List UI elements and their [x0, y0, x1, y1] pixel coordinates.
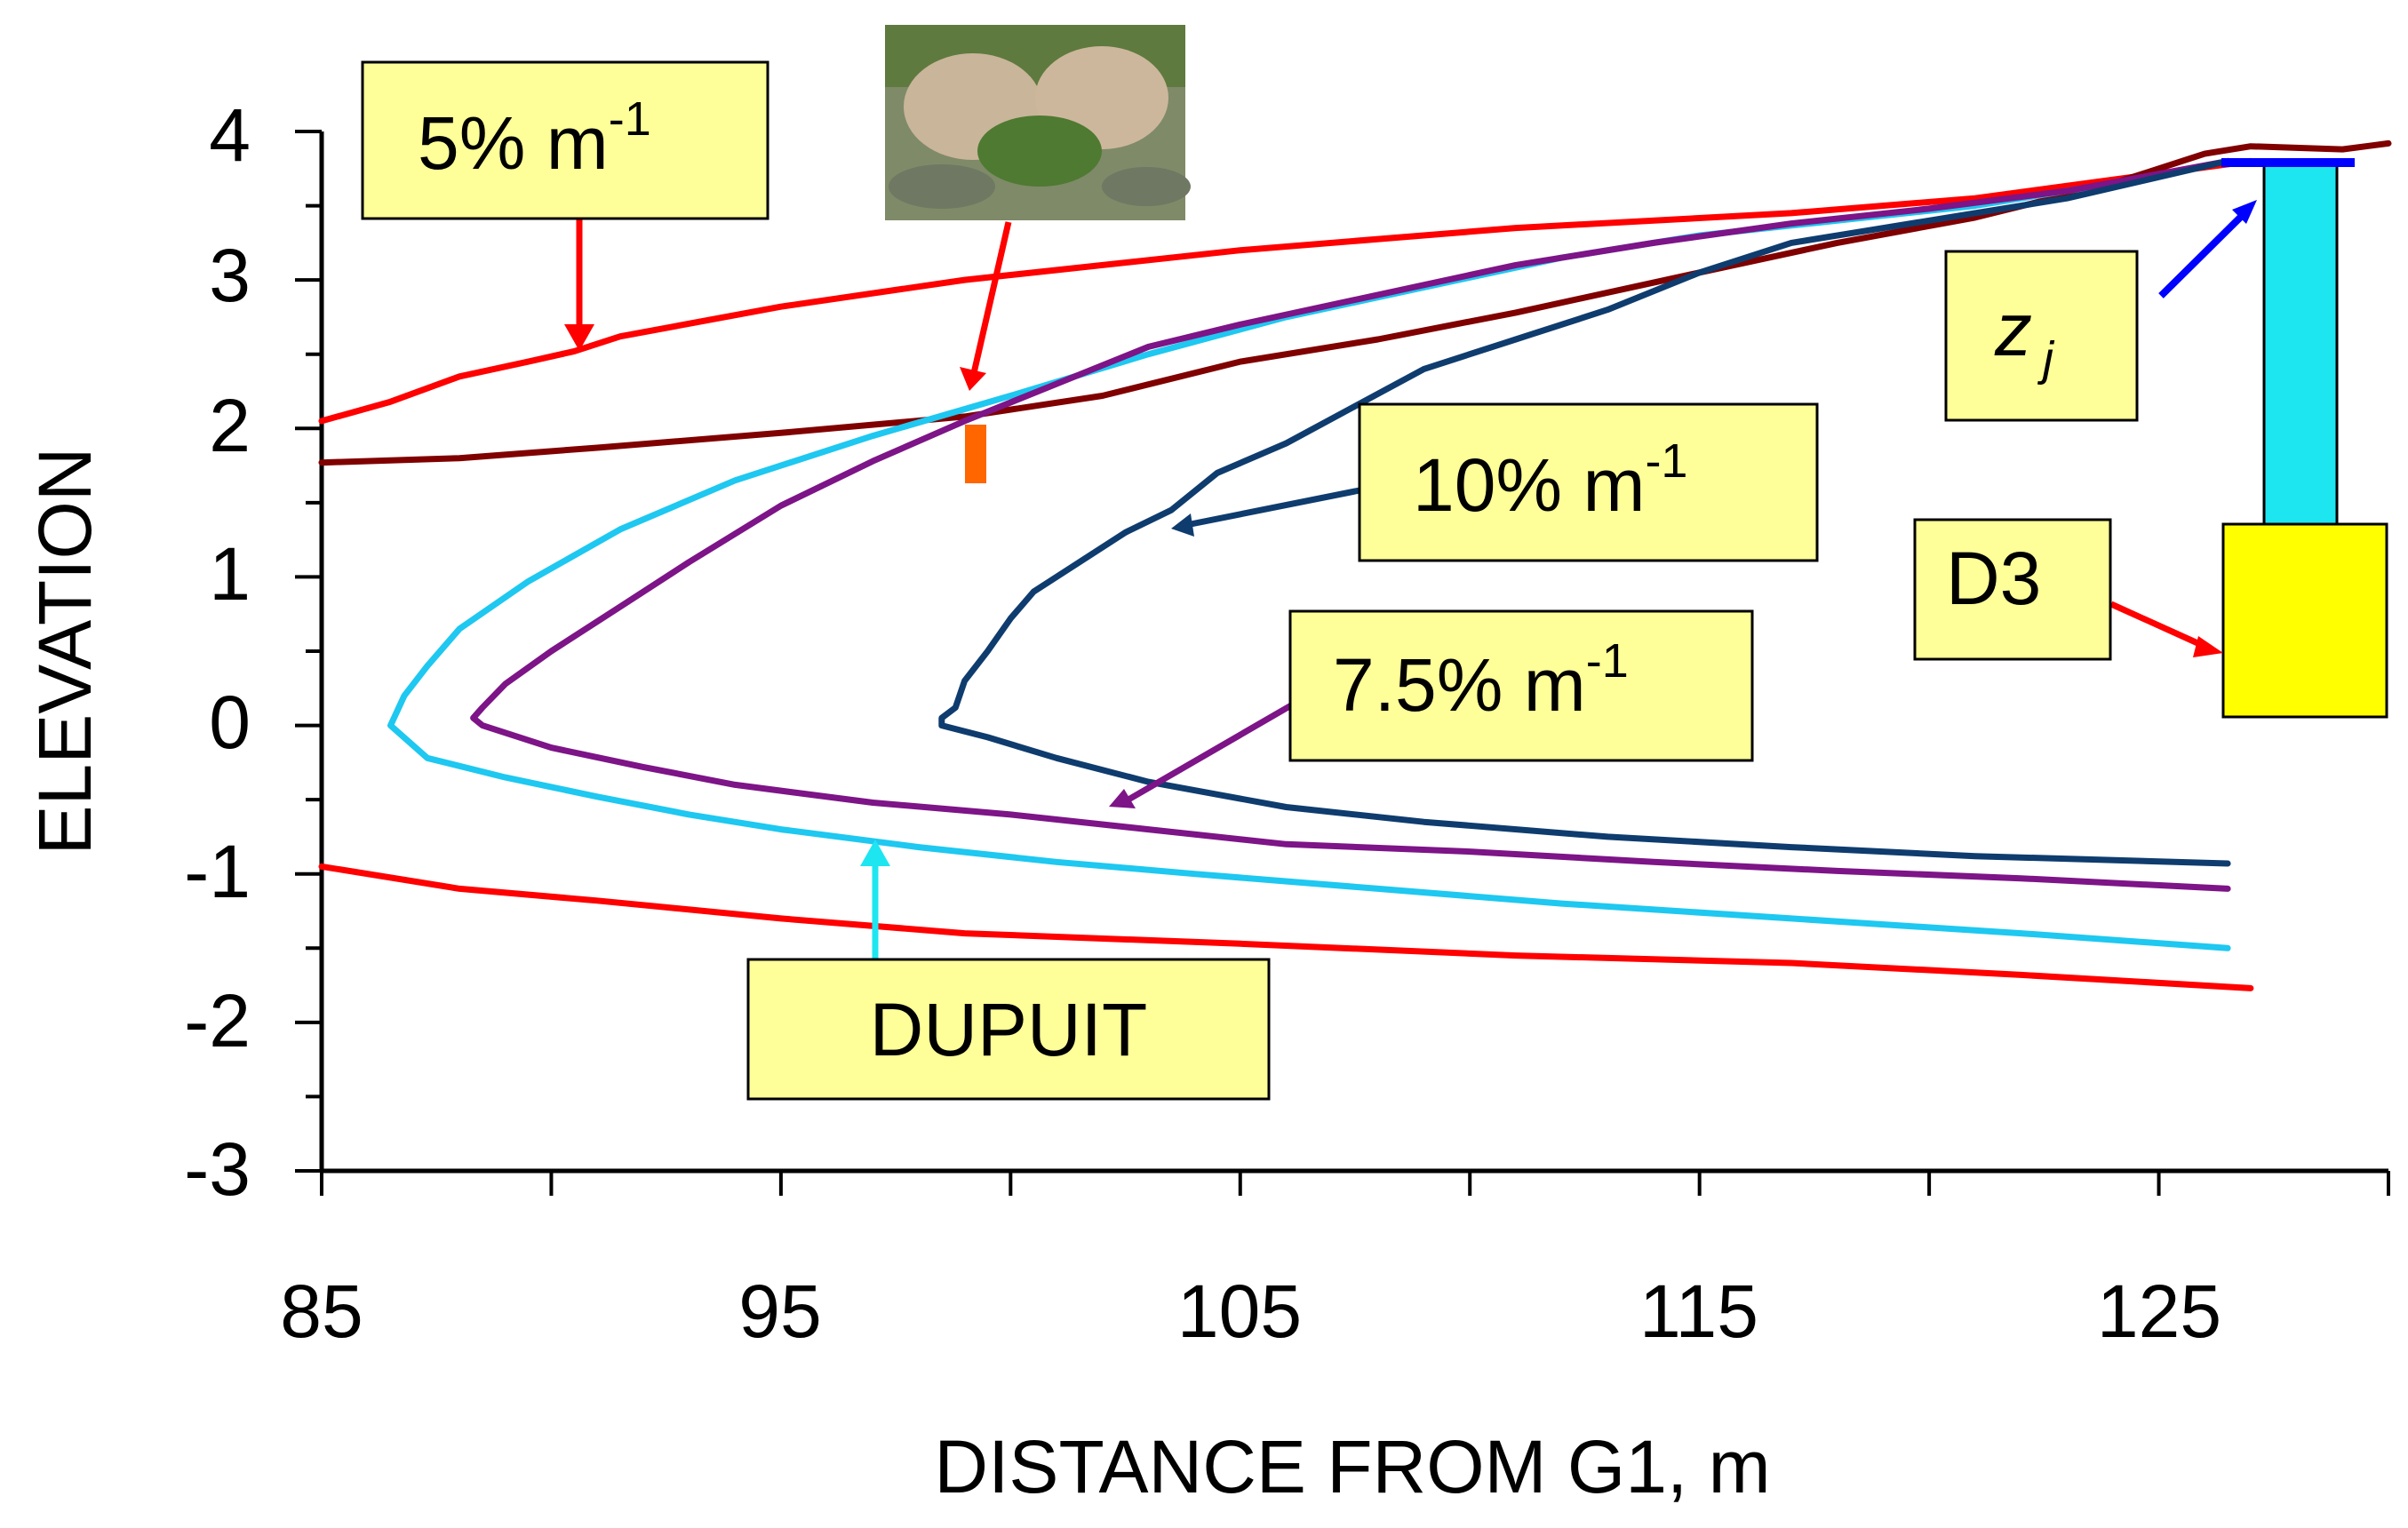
arrow-75pct: [1127, 698, 1299, 803]
series-line-navy-5: [938, 157, 2231, 867]
callout-75pct: 7.5% m-1: [1288, 609, 1754, 762]
arrow-zj-head: [2232, 200, 2257, 224]
svg-text:5% m-1: 5% m-1: [418, 92, 651, 185]
callout-75pct-label: 7.5% m: [1333, 643, 1586, 727]
callout-10pct-sup: -1: [1645, 434, 1687, 488]
y-tick-label: 1: [209, 532, 251, 616]
x-tick-label: 105: [1177, 1269, 1302, 1353]
y-tick-label: -1: [184, 830, 251, 913]
series-line-dark_red-2: [318, 139, 2392, 466]
x-tick-labels: 85 95 105 115 125: [280, 1269, 2221, 1353]
x-axis-title: DISTANCE FROM G1, m: [934, 1425, 1770, 1508]
y-tick-label: -3: [184, 1127, 251, 1211]
svg-text:7.5% m-1: 7.5% m-1: [1333, 634, 1629, 727]
y-tick-label: 4: [209, 93, 251, 177]
callout-d3-label: D3: [1946, 537, 2041, 620]
y-axis-title: ELEVATION: [23, 447, 107, 855]
callout-10pct: 10% m-1: [1358, 402, 1819, 562]
arrow-d3: [2109, 601, 2205, 649]
y-tick-label: 0: [209, 680, 251, 764]
callout-d3: D3: [1913, 518, 2112, 661]
arrow-5pct-head: [564, 324, 594, 351]
y-tick-labels: 4 3 2 1 0 -1 -2 -3: [184, 93, 251, 1211]
arrow-10pct: [1181, 487, 1360, 529]
series-line-purple-4: [470, 157, 2231, 892]
callout-5pct: 5% m-1: [361, 60, 769, 220]
x-tick-label: 85: [280, 1269, 363, 1353]
y-tick-label: -2: [184, 979, 251, 1062]
callout-5pct-sup: -1: [609, 92, 651, 146]
photo-inset: [885, 25, 1191, 220]
arrow-d3-head: [2193, 636, 2223, 657]
d3-block: [2221, 522, 2388, 719]
y-tick-label: 2: [209, 384, 251, 467]
well-column: [2262, 163, 2339, 529]
callout-5pct-label: 5% m: [418, 101, 609, 185]
series-line-red-1: [318, 863, 2254, 991]
callout-arrows: [564, 200, 2257, 959]
series-layer: [318, 139, 2392, 991]
arrow-10pct-head: [1171, 513, 1194, 537]
callout-dupuit-label: DUPUIT: [870, 988, 1148, 1071]
x-tick-label: 115: [1639, 1269, 1758, 1353]
callout-75pct-sup: -1: [1586, 634, 1629, 688]
x-tick-label: 125: [2097, 1269, 2221, 1353]
callout-zj-label: z: [1994, 288, 2032, 371]
callout-10pct-label: 10% m: [1413, 443, 1645, 527]
axis-ticks: [295, 130, 2390, 1196]
arrow-75pct-head: [1109, 789, 1136, 808]
arrow-zj: [2158, 209, 2249, 298]
arrow-photo: [970, 221, 1012, 374]
series-line-red-0: [318, 157, 2254, 425]
arrow-photo-head: [960, 367, 986, 391]
svg-text:10% m-1: 10% m-1: [1413, 434, 1687, 527]
arrow-dupuit-head: [860, 840, 890, 866]
orange-marker: [965, 425, 986, 483]
y-tick-label: 3: [209, 234, 251, 317]
x-tick-label: 95: [738, 1269, 821, 1353]
callout-dupuit: DUPUIT: [746, 958, 1271, 1101]
